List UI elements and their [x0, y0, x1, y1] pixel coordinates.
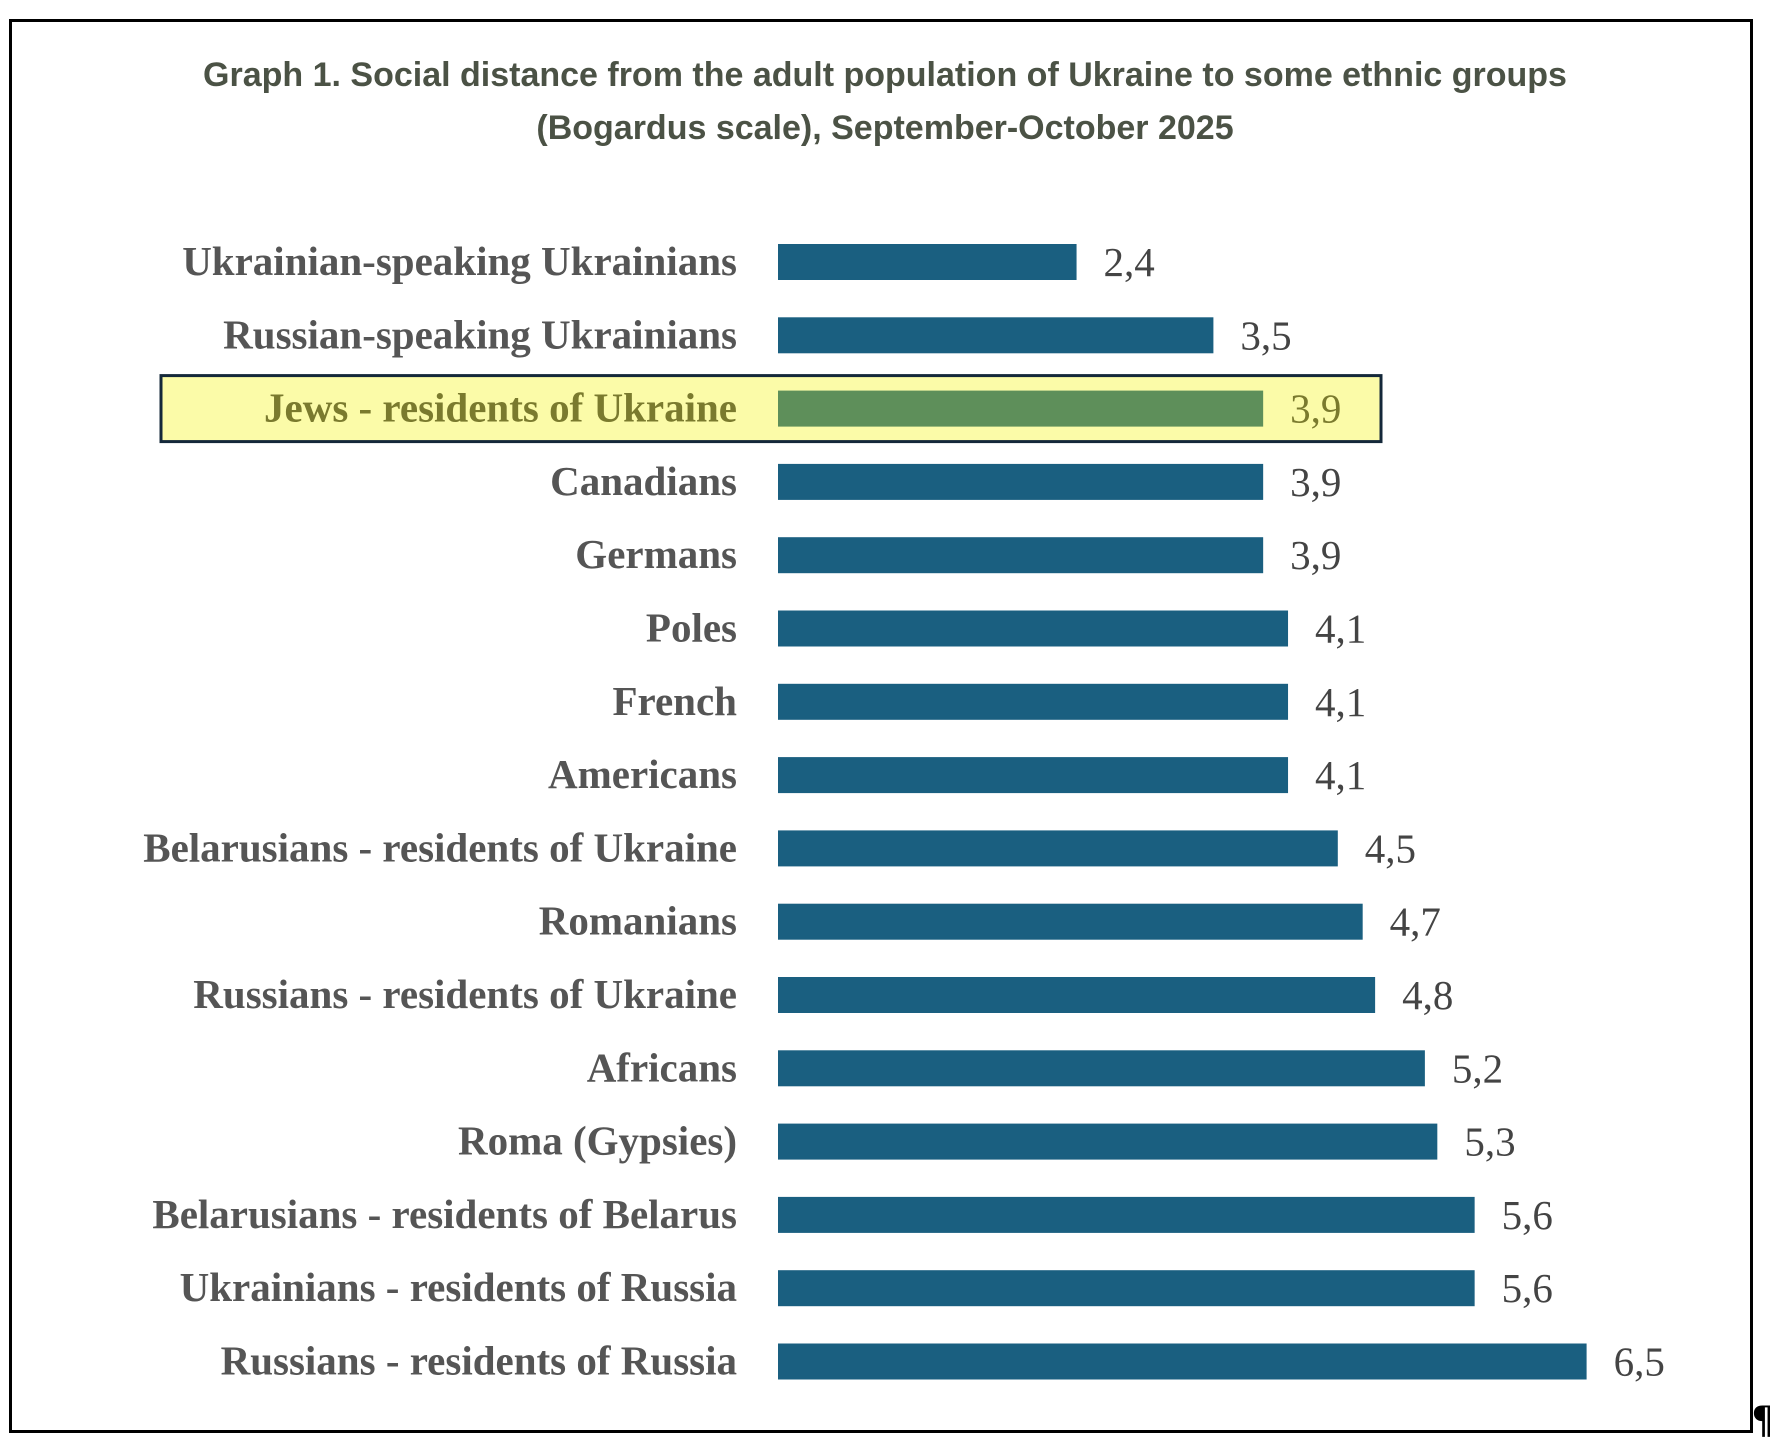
- bar: [778, 1196, 1475, 1233]
- value-label: 5,6: [1502, 1192, 1553, 1238]
- category-label: Russians - residents of Russia: [221, 1338, 737, 1384]
- category-label: Americans: [548, 751, 737, 797]
- chart-frame: [9, 19, 1753, 1433]
- value-label: 4,1: [1315, 679, 1366, 725]
- value-label: 4,1: [1315, 606, 1366, 652]
- bar: [778, 903, 1363, 940]
- bar: [778, 1123, 1438, 1160]
- bar: [778, 610, 1289, 647]
- value-label: 4,1: [1315, 752, 1366, 798]
- category-label: Poles: [646, 605, 737, 651]
- category-label: Belarusians - residents of Ukraine: [143, 824, 737, 870]
- bar: [778, 683, 1289, 720]
- category-label: Russian-speaking Ukrainians: [223, 311, 737, 357]
- value-label: 5,2: [1452, 1045, 1503, 1091]
- category-label: Jews - residents of Ukraine: [264, 385, 737, 431]
- pilcrow-mark: ¶: [1752, 1395, 1770, 1442]
- category-label: Ukrainian-speaking Ukrainians: [182, 238, 737, 284]
- category-label: Belarusians - residents of Belarus: [152, 1191, 737, 1237]
- category-label: Germans: [575, 531, 737, 577]
- value-label: 5,6: [1502, 1265, 1553, 1311]
- bar: [778, 244, 1077, 280]
- value-label: 3,5: [1240, 312, 1291, 358]
- bar: [778, 757, 1289, 794]
- category-label: Russians - residents of Ukraine: [193, 971, 737, 1017]
- bar: [778, 1270, 1475, 1307]
- category-label: Romanians: [539, 898, 737, 944]
- bar: [778, 317, 1214, 354]
- chart-title: Graph 1. Social distance from the adult …: [203, 56, 1567, 94]
- bar: [778, 390, 1264, 427]
- bar: [778, 830, 1338, 867]
- value-label: 5,3: [1464, 1119, 1515, 1165]
- category-label: Roma (Gypsies): [458, 1118, 737, 1164]
- value-label: 4,8: [1402, 972, 1453, 1018]
- value-label: 4,7: [1390, 899, 1441, 945]
- value-label: 6,5: [1614, 1339, 1665, 1385]
- bar: [778, 537, 1264, 574]
- category-label: Africans: [587, 1044, 737, 1090]
- value-label: 3,9: [1290, 459, 1341, 505]
- value-label: 4,5: [1365, 825, 1416, 871]
- bar: [778, 463, 1264, 500]
- value-label: 3,9: [1290, 386, 1341, 432]
- bar: [778, 1343, 1587, 1380]
- bar: [778, 1050, 1425, 1087]
- value-label: 2,4: [1104, 239, 1155, 285]
- category-label: French: [612, 678, 737, 724]
- chart-subtitle: (Bogardus scale), September-October 2025: [536, 109, 1234, 147]
- value-label: 3,9: [1290, 532, 1341, 578]
- category-label: Canadians: [550, 458, 737, 504]
- bar: [778, 977, 1376, 1013]
- category-label: Ukrainians - residents of Russia: [180, 1264, 737, 1310]
